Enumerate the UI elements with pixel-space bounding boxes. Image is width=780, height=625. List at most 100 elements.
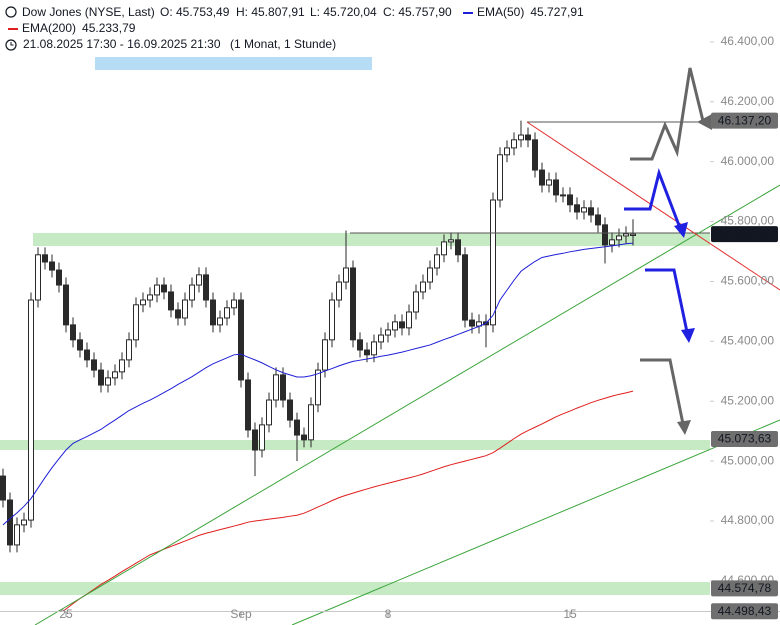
indicator-line: [61, 390, 634, 612]
candle-body: [420, 281, 426, 293]
candle-body: [105, 377, 111, 386]
period-note: (1 Monat, 1 Stunde): [230, 37, 336, 51]
candle-body: [21, 519, 27, 526]
candle-body: [308, 404, 314, 441]
candle-body: [448, 239, 454, 243]
candle-body: [182, 299, 188, 319]
candle-body: [238, 299, 244, 381]
candle-body: [350, 267, 356, 341]
price-label-box: [711, 431, 778, 448]
candle-body: [189, 284, 195, 301]
candle-body: [329, 299, 335, 341]
support-zone: [0, 440, 710, 450]
candle-body: [161, 284, 167, 293]
x-tick-label: 15: [563, 607, 577, 621]
period: 21.08.2025 17:30 - 16.09.2025 21:30: [23, 37, 221, 51]
candle-body: [245, 379, 251, 431]
ohlc-label: H: 45.807,91: [236, 5, 305, 19]
candle-body: [133, 304, 139, 341]
trend-line: [34, 184, 780, 625]
y-tick-label: 45.200,00: [721, 393, 775, 407]
candle-body: [595, 214, 601, 226]
drawings: [350, 121, 710, 234]
candle-body: [497, 154, 503, 201]
candle-body: [616, 235, 622, 241]
clock-hands: [10, 42, 14, 46]
candle-body: [560, 194, 566, 197]
candle-body: [196, 274, 202, 286]
candle-body: [336, 281, 342, 301]
arrow: [624, 168, 682, 229]
candle-body: [294, 419, 300, 436]
candle-body: [343, 267, 349, 283]
candle-body: [91, 359, 97, 371]
candle-body: [140, 299, 146, 306]
candle-body: [567, 194, 573, 206]
candle-body: [588, 207, 594, 216]
y-tick-label: 45.400,00: [721, 334, 775, 348]
candle-body: [231, 299, 237, 309]
y-tick-label: 46.400,00: [721, 34, 775, 48]
ohlc-label: O: 45.753,49: [160, 5, 230, 19]
candle-body: [581, 207, 587, 213]
candle-body: [63, 284, 69, 326]
candle-body: [28, 299, 34, 521]
y-tick-label: 45.800,00: [721, 214, 775, 228]
candle-body: [504, 147, 510, 156]
candle-body: [427, 267, 433, 283]
candle-body: [203, 274, 209, 301]
candle-body: [98, 369, 104, 386]
candle-body: [490, 199, 496, 326]
candle-body: [378, 334, 384, 343]
candle-body: [77, 339, 83, 351]
candle-body: [630, 233, 636, 236]
candle-body: [602, 224, 608, 246]
candle-body: [217, 317, 223, 326]
price-label: 46.137,20: [718, 113, 772, 127]
arrow-head: [674, 222, 688, 238]
price-label-box: [711, 603, 778, 620]
y-tick-label: 45.000,00: [721, 453, 775, 467]
arrows: [624, 67, 712, 435]
candle-body: [147, 294, 153, 301]
candle-body: [266, 399, 272, 426]
trend-line: [526, 121, 780, 291]
arrow: [630, 67, 705, 161]
candle-body: [210, 299, 216, 326]
candle-body: [413, 291, 419, 313]
candle-body: [224, 307, 230, 319]
price-label: 44.498,43: [718, 604, 772, 618]
legend-value: 45.233,79: [82, 21, 136, 35]
x-tick-label: Sep: [230, 607, 252, 621]
price-label: 44.574,78: [718, 581, 772, 595]
candle-body: [168, 291, 174, 311]
arrow: [640, 358, 685, 425]
candle-body: [469, 319, 475, 327]
x-tick-label: 8: [385, 607, 392, 621]
instrument-title: Dow Jones (NYSE, Last): [22, 5, 155, 19]
candle-body: [434, 254, 440, 269]
candle-body: [301, 434, 307, 441]
candle-body: [322, 339, 328, 371]
indicator-line: [2, 242, 634, 526]
candle-body: [70, 324, 76, 341]
candle-body: [553, 179, 559, 196]
x-tick-label: 25: [59, 607, 73, 621]
candle-body: [315, 369, 321, 406]
arrow-head: [681, 328, 695, 343]
candle-body: [280, 374, 286, 401]
candle-body: [385, 329, 391, 336]
y-tick-label: 45.600,00: [721, 274, 775, 288]
candle-body: [399, 321, 405, 329]
candle-body: [35, 254, 41, 301]
candle-body: [462, 254, 468, 321]
candle-body: [49, 261, 55, 271]
arrow-head: [677, 420, 691, 435]
candle-body: [56, 269, 62, 286]
ohlc-label: C: 45.757,90: [383, 5, 452, 19]
candle-body: [252, 429, 258, 451]
price-label-box: [711, 112, 778, 129]
candle-body: [357, 339, 363, 351]
support-zone: [0, 582, 710, 595]
support-zone: [33, 233, 710, 246]
